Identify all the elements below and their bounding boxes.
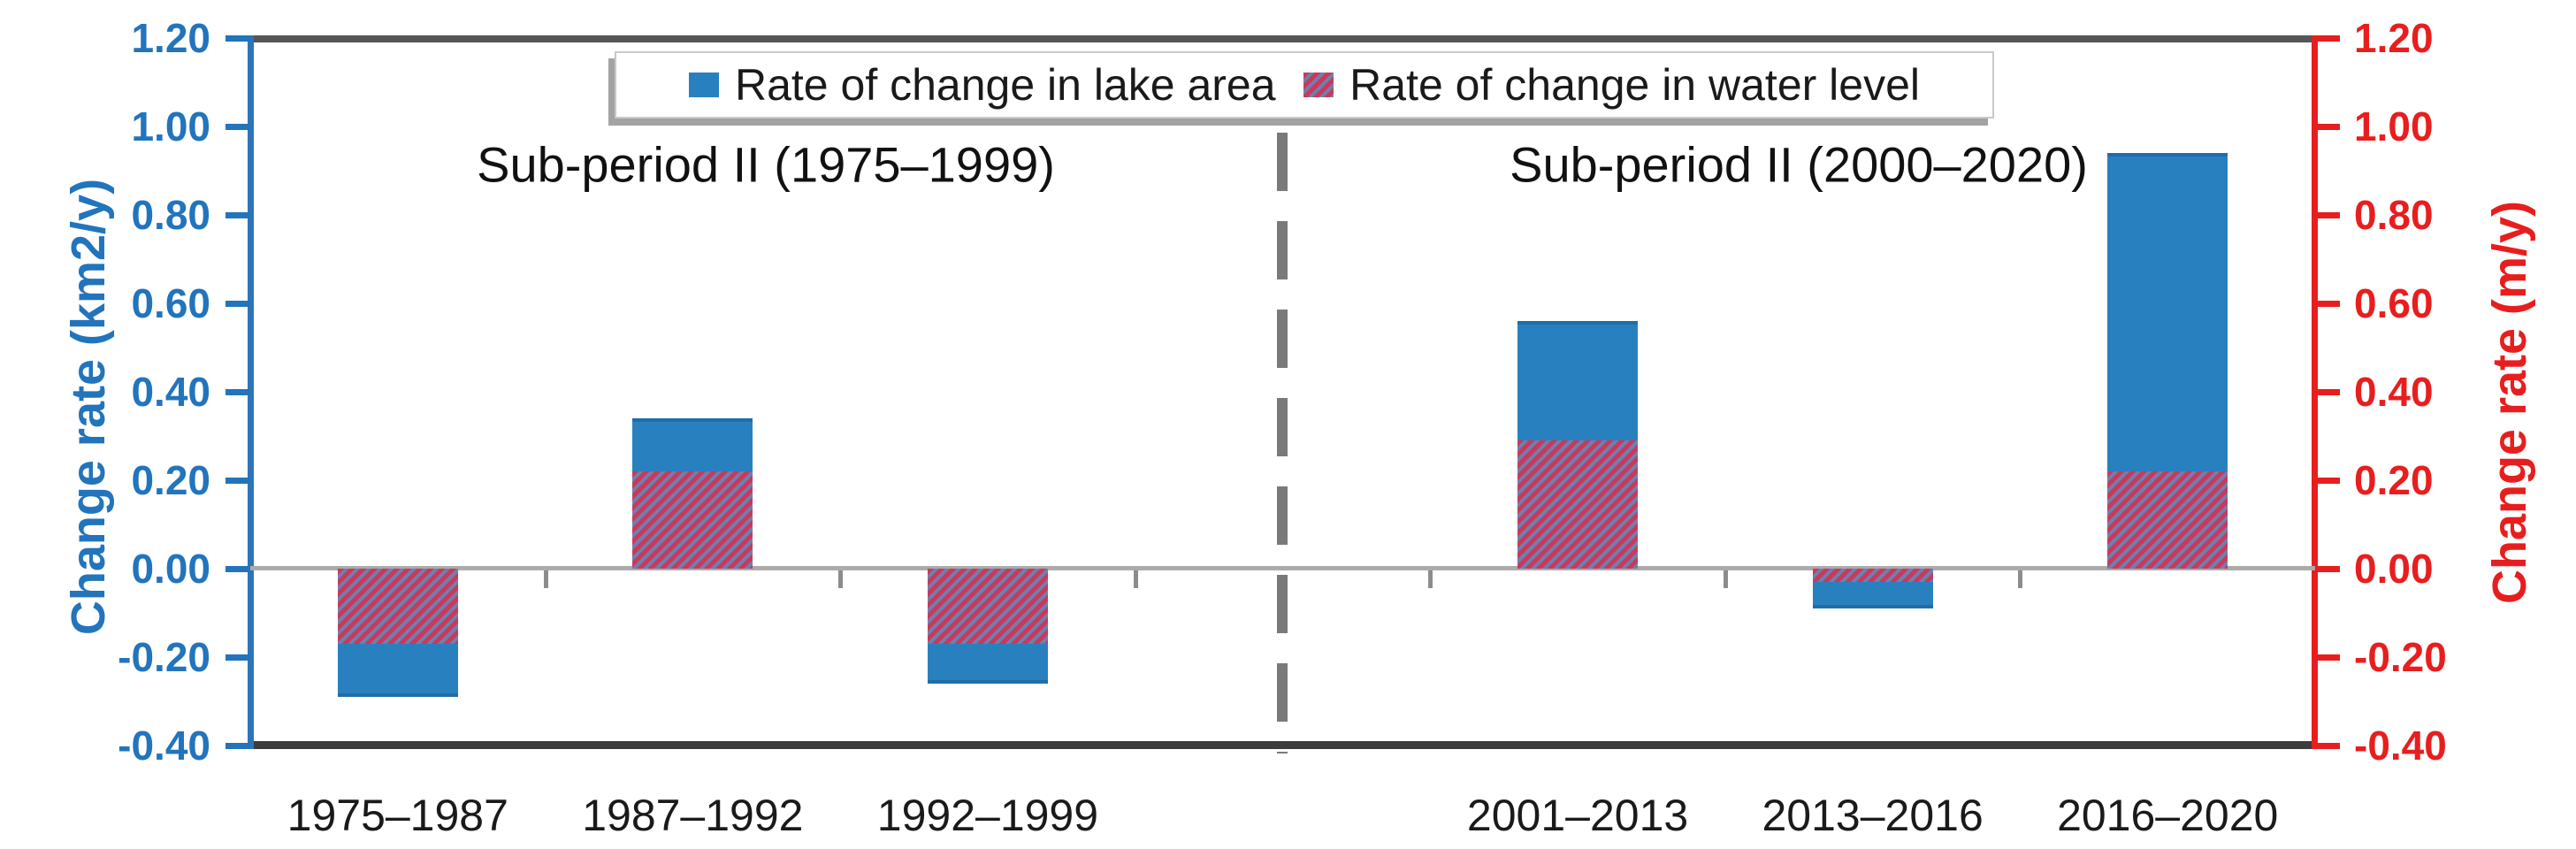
legend-item-water-level: Rate of change in water level bbox=[1303, 59, 1920, 111]
category-boundary-tick bbox=[2018, 570, 2023, 588]
left-y-axis-line bbox=[248, 35, 254, 749]
bar-water-level bbox=[1517, 440, 1639, 569]
left-y-tick-label: 1.20 bbox=[131, 15, 210, 61]
right-y-tick-mark bbox=[2315, 301, 2340, 307]
group-label-subperiod-2: Sub-period II (2000–2020) bbox=[1510, 136, 2088, 193]
x-tick-label: 2016–2020 bbox=[2057, 791, 2279, 840]
left-y-tick-mark bbox=[225, 389, 250, 395]
left-y-tick-label: -0.20 bbox=[118, 634, 210, 680]
right-y-tick-mark bbox=[2315, 654, 2340, 661]
right-y-tick-mark bbox=[2315, 35, 2340, 42]
category-boundary-tick bbox=[838, 570, 844, 588]
right-y-tick-label: -0.40 bbox=[2354, 723, 2447, 769]
bar-water-level bbox=[927, 569, 1048, 644]
category-boundary-tick bbox=[1133, 570, 1138, 588]
x-tick-label: 1975–1987 bbox=[287, 791, 508, 840]
x-tick-label: 2013–2016 bbox=[1762, 791, 1984, 840]
right-y-axis-line bbox=[2312, 35, 2318, 749]
x-tick-label: 1992–1999 bbox=[876, 791, 1099, 840]
right-y-tick-label: 0.00 bbox=[2354, 546, 2434, 592]
legend: Rate of change in lake area Rate of chan… bbox=[615, 51, 1994, 119]
right-y-tick-mark bbox=[2315, 566, 2340, 572]
right-y-tick-mark bbox=[2315, 212, 2340, 218]
bar-water-level bbox=[632, 471, 753, 569]
plot-top-border bbox=[248, 35, 2318, 42]
right-y-tick-mark bbox=[2315, 389, 2340, 395]
legend-label-water-level: Rate of change in water level bbox=[1349, 60, 1920, 110]
right-y-tick-label: 1.20 bbox=[2354, 15, 2434, 61]
left-y-tick-label: 0.80 bbox=[131, 192, 210, 238]
legend-label-lake-area: Rate of change in lake area bbox=[735, 60, 1276, 110]
right-y-tick-mark bbox=[2315, 124, 2340, 130]
right-y-tick-mark bbox=[2315, 478, 2340, 484]
subperiod-divider-line bbox=[1277, 133, 1288, 753]
left-y-tick-mark bbox=[225, 743, 250, 749]
left-y-tick-mark bbox=[225, 566, 250, 572]
bar-water-level bbox=[1812, 569, 1933, 582]
left-y-tick-label: -0.40 bbox=[118, 723, 210, 769]
right-axis-title: Change rate (m/y) bbox=[2483, 200, 2536, 605]
water-level-swatch-icon bbox=[1303, 73, 1334, 97]
left-y-tick-mark bbox=[225, 478, 250, 484]
left-y-tick-label: 1.00 bbox=[131, 103, 210, 149]
x-tick-label: 2001–2013 bbox=[1466, 791, 1689, 840]
left-y-tick-mark bbox=[225, 35, 250, 42]
right-y-tick-label: 0.40 bbox=[2354, 369, 2434, 415]
right-y-tick-label: -0.20 bbox=[2354, 634, 2447, 680]
right-y-tick-label: 0.60 bbox=[2354, 280, 2434, 326]
right-y-tick-label: 1.00 bbox=[2354, 103, 2434, 149]
left-y-tick-mark bbox=[225, 654, 250, 661]
right-y-tick-label: 0.80 bbox=[2354, 192, 2434, 238]
category-boundary-tick bbox=[1723, 570, 1728, 588]
left-y-tick-mark bbox=[225, 301, 250, 307]
bar-water-level bbox=[337, 569, 458, 644]
right-y-tick-label: 0.20 bbox=[2354, 457, 2434, 503]
left-y-tick-mark bbox=[225, 124, 250, 130]
legend-item-lake-area: Rate of change in lake area bbox=[689, 59, 1276, 111]
x-tick-label: 1987–1992 bbox=[582, 791, 804, 840]
left-y-tick-label: 0.20 bbox=[131, 457, 210, 503]
left-y-tick-mark bbox=[225, 212, 250, 218]
left-y-tick-label: 0.60 bbox=[131, 280, 210, 326]
left-y-tick-label: 0.40 bbox=[131, 369, 210, 415]
right-y-tick-mark bbox=[2315, 743, 2340, 749]
left-y-tick-label: 0.00 bbox=[131, 546, 210, 592]
bar-water-level bbox=[2107, 471, 2228, 569]
category-boundary-tick bbox=[1428, 570, 1433, 588]
group-label-subperiod-1: Sub-period II (1975–1999) bbox=[477, 136, 1055, 193]
category-boundary-tick bbox=[543, 570, 548, 588]
lake-area-swatch-icon bbox=[689, 73, 719, 97]
